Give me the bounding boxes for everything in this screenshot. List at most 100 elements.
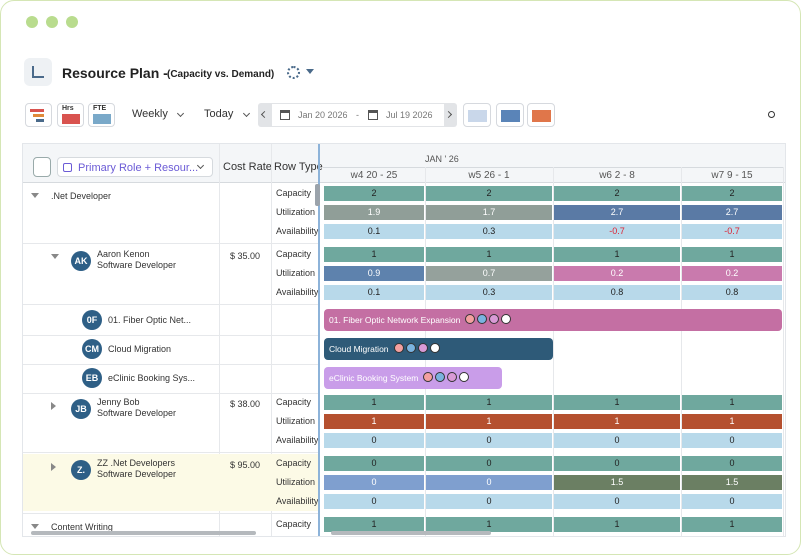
row-divider — [23, 335, 319, 336]
page-subtitle: (Capacity vs. Demand) — [167, 69, 275, 80]
prev-arrow[interactable] — [260, 110, 269, 119]
settings-gear[interactable] — [287, 66, 300, 79]
project-bar-label: Cloud Migration — [329, 344, 389, 354]
next-arrow[interactable] — [444, 110, 453, 119]
status-icon — [435, 372, 446, 382]
row-type: Utilization — [276, 416, 316, 426]
project-bar[interactable]: eClinic Booking System — [324, 367, 502, 389]
metric-cell: 0 — [682, 456, 782, 471]
row-divider — [23, 304, 319, 305]
metric-cell: 1 — [324, 247, 424, 262]
row-type: Utilization — [276, 207, 316, 217]
metric-cell: 2 — [324, 186, 424, 201]
caret — [176, 109, 185, 118]
expand-caret[interactable] — [51, 463, 56, 471]
project-bar[interactable]: Cloud Migration — [324, 338, 553, 360]
metric-cell: 1 — [682, 414, 782, 429]
metric-cell: 1 — [682, 395, 782, 410]
resource-name: Jenny Bob — [97, 397, 140, 407]
splitter-handle[interactable] — [315, 184, 320, 206]
project-bar-label: eClinic Booking System — [329, 373, 419, 383]
group-by-label: Primary Role + Resour... — [78, 162, 199, 174]
metric-cell: 1 — [324, 414, 424, 429]
row-type: Availability — [276, 226, 319, 236]
icon-fill — [468, 110, 487, 122]
project-avatar: 0F — [82, 310, 102, 330]
metric-cell: 0.2 — [554, 266, 680, 281]
row-type: Availability — [276, 287, 319, 297]
h-scrollbar[interactable] — [331, 531, 491, 535]
period-select[interactable]: Weekly — [125, 103, 190, 127]
metric-cell: 1.7 — [426, 205, 552, 220]
metric-cell: 1 — [682, 247, 782, 262]
metric-cell: 0.9 — [324, 266, 424, 281]
metric-cell: 1 — [554, 395, 680, 410]
window-dot — [26, 16, 38, 28]
end-date[interactable]: Jul 19 2026 — [386, 110, 433, 120]
pane-splitter[interactable] — [318, 144, 320, 536]
metric-cell: 0 — [554, 433, 680, 448]
toolbar-icon-button[interactable]: FTE — [88, 103, 115, 127]
status-icon — [489, 314, 500, 324]
settings-caret[interactable] — [306, 69, 314, 74]
icon-bar — [36, 119, 44, 122]
toolbar-icon-button[interactable] — [496, 103, 524, 127]
group-icon — [63, 163, 72, 172]
row-type: Capacity — [276, 188, 312, 198]
metric-cell: 0 — [324, 494, 424, 509]
h-scrollbar[interactable] — [31, 531, 256, 535]
today-select[interactable]: Today — [197, 103, 255, 127]
metric-cell: 1.9 — [324, 205, 424, 220]
resource-role: Software Developer — [97, 260, 177, 270]
week-divider — [783, 167, 784, 536]
metric-cell: 0 — [426, 494, 552, 509]
cost-rate: $ 38.00 — [230, 399, 261, 409]
avatar: JB — [71, 399, 91, 419]
week-divider — [681, 167, 682, 536]
page-title: Resource Plan - — [62, 65, 168, 81]
metric-cell: 1 — [426, 247, 552, 262]
icon-fill — [532, 110, 551, 122]
resource-role: Software Developer — [97, 469, 177, 479]
expand-caret[interactable] — [51, 254, 59, 259]
row-type: Capacity — [276, 397, 312, 407]
period-label: Weekly — [132, 108, 168, 120]
metric-cell: 0.1 — [324, 224, 424, 239]
row-type: Capacity — [276, 519, 312, 529]
date-field: Jan 20 2026- Jul 19 2026 — [272, 104, 444, 126]
project-bar[interactable]: 01. Fiber Optic Network Expansion — [324, 309, 782, 331]
status-icon — [447, 372, 458, 382]
calendar-icon — [280, 110, 290, 120]
expand-caret[interactable] — [31, 193, 39, 198]
metric-cell: 0 — [426, 475, 552, 490]
search-icon[interactable] — [768, 111, 775, 118]
metric-cell: 0 — [324, 433, 424, 448]
column-header: Row Type — [274, 161, 323, 173]
metric-cell: 0 — [324, 456, 424, 471]
expand-caret[interactable] — [31, 524, 39, 529]
gantt-button[interactable] — [25, 103, 52, 127]
toolbar-icon-button[interactable] — [527, 103, 555, 127]
expand-caret[interactable] — [51, 402, 56, 410]
group-by-select[interactable]: Primary Role + Resour... — [57, 157, 213, 177]
metric-cell: 2 — [426, 186, 552, 201]
start-date[interactable]: Jan 20 2026 — [298, 110, 348, 120]
expand-toggle[interactable] — [33, 157, 51, 177]
metric-cell: 1 — [426, 414, 552, 429]
row-type: Utilization — [276, 477, 316, 487]
cost-rate: $ 35.00 — [230, 251, 261, 261]
metric-cell: -0.7 — [682, 224, 782, 239]
row-type: Availability — [276, 435, 319, 445]
week-label: w4 20 - 25 — [350, 170, 398, 181]
toolbar-icon-button[interactable]: Hrs — [57, 103, 84, 127]
role-name: .Net Developer — [51, 191, 112, 201]
toolbar-icon-button[interactable] — [463, 103, 491, 127]
date-range: Jan 20 2026- Jul 19 2026 — [258, 103, 457, 127]
metric-cell: 0 — [554, 494, 680, 509]
metric-cell: 0.3 — [426, 285, 552, 300]
row-type: Capacity — [276, 458, 312, 468]
metric-cell: 0.2 — [682, 266, 782, 281]
metric-cell: 1 — [554, 247, 680, 262]
row-divider — [23, 452, 319, 453]
